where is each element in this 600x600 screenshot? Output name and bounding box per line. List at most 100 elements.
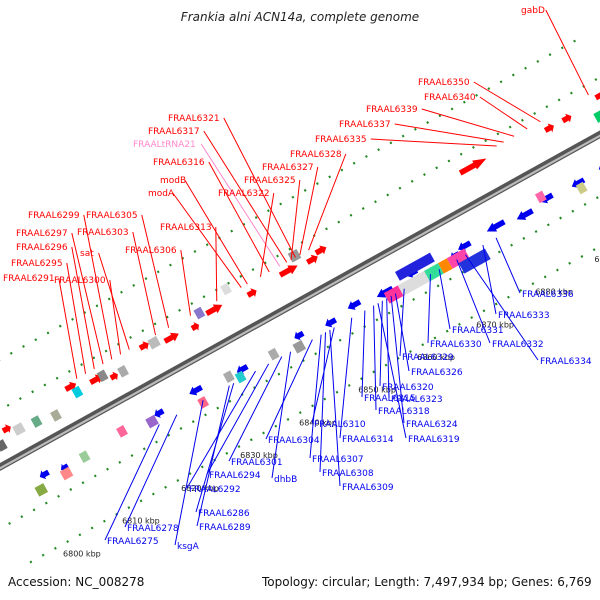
feature-block [34,483,49,497]
gene-label: FRAALtRNA21 [133,140,196,150]
leader-line [545,9,589,96]
gene-label: FRAAL6323 [391,395,443,405]
gene-label: FRAAL6306 [125,246,177,256]
leader-line [319,332,327,473]
gene-label: FRAAL6324 [406,420,458,430]
leader-line [180,249,192,316]
leader-line [456,259,491,344]
scale-label: 6810 kbp [122,517,160,526]
scale-label: 6820 kbp [181,484,219,493]
tick-row [0,75,600,412]
feature-block [117,365,129,378]
feature-block [197,396,210,409]
scale-label: 6870 kbp [476,320,514,329]
gene-label: FRAAL6321 [168,114,220,124]
gene-label: FRAAL6286 [198,509,250,519]
leader-line [390,295,405,424]
gene-label: sat [80,249,94,259]
leader-line [421,108,515,137]
forward-gene-arrow [246,288,257,298]
gene-label: modA [148,189,175,199]
gene-label: FRAAL6337 [339,120,391,130]
gene-label: FRAAL6313 [160,223,212,233]
feature-block [96,369,109,383]
gene-label: FRAAL6339 [366,105,418,115]
tick-row [8,194,600,525]
leader-line [58,277,78,379]
reverse-gene-arrow [376,285,394,298]
gene-label: dhbB [274,475,297,485]
leader-line [200,143,281,267]
leader-line [379,300,383,387]
leader-line [473,81,541,123]
leader-line [370,138,497,147]
forward-gene-arrow [190,322,199,331]
gene-label: FRAAL6327 [262,163,314,173]
gene-label: FRAAL6299 [28,211,80,221]
forward-gene-arrow [205,304,223,317]
leader-line [109,279,122,355]
leader-line [223,117,296,258]
feature-block [575,181,588,195]
gene-label: FRAAL6292 [189,485,241,495]
leader-line [394,123,504,143]
gene-label: FRAAL6326 [411,368,463,378]
feature-block [71,385,84,399]
features [0,92,600,497]
gene-label: FRAAL6291 [3,274,55,284]
gene-label: FRAAL6316 [153,158,205,168]
gene-label: FRAAL6307 [312,455,364,465]
genome-backbone-highlight [0,134,600,470]
leader-line [71,232,104,365]
reverse-gene-arrow [571,177,586,188]
gene-label: FRAAL6310 [314,420,366,430]
gene-label: FRAAL6315 [364,394,416,404]
gene-label: FRAAL6328 [290,150,342,160]
reverse-gene-arrow [154,408,165,418]
feature-block [30,415,43,428]
scale: 6800 kbp 6810 kbp 6820 kbp 6830 kbp 6840 kbp… [63,255,600,559]
leader-line [465,254,539,361]
reverse-gene-arrow [486,219,506,232]
leader-line [265,339,313,440]
leader-line [98,252,130,350]
leader-line [373,305,377,411]
feature-block [383,285,404,304]
scale-label: 6850 kbp [358,386,396,395]
leader-line [259,192,275,277]
feature-block [220,282,233,296]
leader-line [132,231,157,336]
feature-block [0,439,8,452]
gene-labels: gabD FRAAL6350 FRAAL6340 FRAAL6339 FRAAL6337… [3,6,592,552]
leader-line [361,310,366,398]
scale-label: 6860 kbp [417,353,455,362]
forward-gene-arrow [109,371,118,381]
gene-label: FRAAL6278 [127,524,179,534]
leader-line [427,274,431,344]
accession-text: Accession: NC_008278 [8,575,145,589]
gene-label: FRAAL6296 [16,243,68,253]
gene-label: FRAAL6297 [16,229,68,239]
reverse-gene-arrow [458,240,472,251]
leader-line [290,179,301,260]
leader-line [308,153,347,251]
leader-line [215,226,218,302]
forward-gene-arrow [163,332,179,344]
leader-line [141,214,170,328]
leader-line [228,356,283,462]
gene-label: FRAAL6308 [322,469,374,479]
gene-label: FRAAL6300 [54,276,106,286]
scale-label: 6840 kbp [299,418,337,427]
leader-line [479,96,528,130]
gene-label: FRAAL6336 [522,290,574,300]
gene-label: FRAAL6333 [498,311,550,321]
forward-gene-arrow [458,158,487,176]
gene-label: ksgA [177,542,200,552]
reverse-gene-arrow [236,364,249,375]
gene-label: FRAAL6314 [342,435,394,445]
leader-line [495,237,521,294]
forward-gene-arrow [1,424,11,434]
feature-block [145,414,159,429]
feature-block [395,252,435,281]
